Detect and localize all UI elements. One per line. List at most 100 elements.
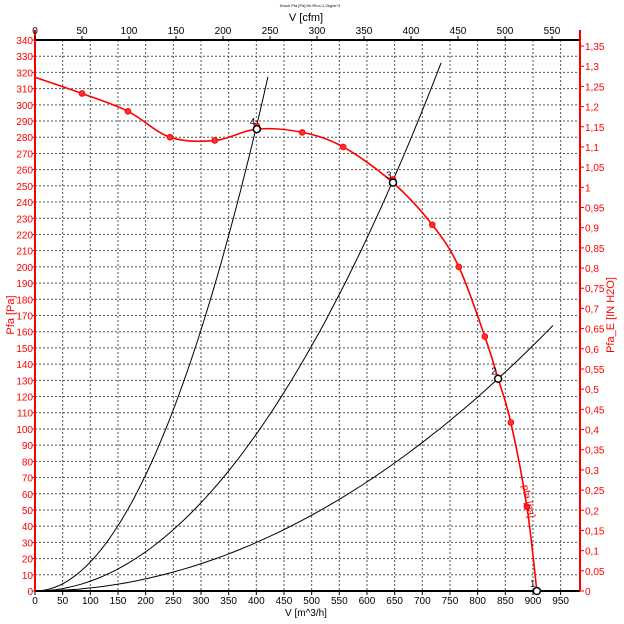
bottom-axis-label: V [m^3/h] xyxy=(285,608,327,619)
y-tick-label: 160 xyxy=(16,328,33,339)
left-axis-label: Pfa [Pa] xyxy=(5,295,17,334)
y-tick-label: 30 xyxy=(22,538,34,549)
right-tick-label: 0,35 xyxy=(585,446,605,457)
right-tick-label: 1,25 xyxy=(585,82,605,93)
right-tick-label: 0,3 xyxy=(585,466,599,477)
right-tick-label: 1 xyxy=(585,183,591,194)
system-curve xyxy=(34,325,554,592)
axes: 0 50 100 150 200 250 300 350 400 450 500 550 600 650 7… xyxy=(16,26,605,607)
x-tick-label: 600 xyxy=(359,596,376,607)
x-tick-label: 850 xyxy=(497,596,514,607)
right-tick-label: 0,4 xyxy=(585,426,599,437)
y-tick-label: 110 xyxy=(17,409,33,420)
x-tick-label: 950 xyxy=(552,596,569,607)
top-tick-label: 450 xyxy=(450,26,467,37)
operating-point-label: 4 xyxy=(250,117,256,128)
top-tick-label: 300 xyxy=(309,26,326,37)
measured-point xyxy=(339,143,347,151)
y-tick-label: 60 xyxy=(22,490,34,501)
right-tick-label: 1,05 xyxy=(585,163,605,174)
x-tick-label: 900 xyxy=(525,596,542,607)
y-tick-label: 280 xyxy=(16,133,33,144)
y-tick-label: 150 xyxy=(16,344,33,355)
y-tick-label: 130 xyxy=(16,376,33,387)
measured-point xyxy=(523,503,531,511)
measured-point xyxy=(507,419,515,426)
y-tick-label: 250 xyxy=(16,182,33,193)
right-tick-label: 0,8 xyxy=(585,264,599,275)
operating-point xyxy=(493,374,503,383)
measured-point xyxy=(428,221,436,229)
top-tick-label: 250 xyxy=(262,26,279,37)
right-tick-label: 0,15 xyxy=(585,526,605,537)
y-tick-label: 320 xyxy=(16,68,33,79)
top-tick-label: 150 xyxy=(168,26,185,37)
right-tick-label: 0,7 xyxy=(585,304,599,315)
top-tick-label: 200 xyxy=(215,26,232,37)
right-tick-label: 0,05 xyxy=(585,567,605,578)
x-tick-label: 200 xyxy=(137,596,154,607)
y-tick-label: 180 xyxy=(16,295,33,306)
fan-curve xyxy=(34,76,538,592)
top-tick-label: 100 xyxy=(121,26,138,37)
right-tick-label: 0,6 xyxy=(585,345,599,356)
right-axis-label: Pfa_E [IN H2O] xyxy=(605,277,617,353)
measured-point xyxy=(166,133,174,141)
operating-points: 1 2 3 4 xyxy=(250,117,542,596)
right-tick-label: 0 xyxy=(585,587,591,598)
x-tick-label: 500 xyxy=(303,596,320,607)
x-tick-label: 450 xyxy=(276,596,293,607)
measured-point xyxy=(211,137,219,144)
y-tick-label: 20 xyxy=(22,555,34,566)
x-tick-label: 700 xyxy=(414,596,431,607)
x-tick-label: 50 xyxy=(57,596,69,607)
y-tick-label: 50 xyxy=(22,506,34,517)
right-tick-label: 1,2 xyxy=(585,103,599,114)
y-tick-label: 210 xyxy=(16,247,33,258)
top-tick-label: 350 xyxy=(356,26,373,37)
grid xyxy=(35,40,580,591)
operating-point-label: 3 xyxy=(386,171,392,182)
y-tick-label: 230 xyxy=(16,214,33,225)
x-tick-label: 300 xyxy=(193,596,210,607)
y-tick-label: 190 xyxy=(16,279,33,290)
y-tick-label: 220 xyxy=(16,230,33,241)
y-tick-label: 290 xyxy=(16,117,33,128)
top-tick-label: 0 xyxy=(32,26,38,37)
right-tick-label: 1,3 xyxy=(585,62,599,73)
x-tick-label: 350 xyxy=(220,596,237,607)
y-tick-label: 120 xyxy=(16,393,33,404)
y-tick-label: 270 xyxy=(16,149,33,160)
y-tick-label: 10 xyxy=(22,571,34,582)
y-tick-label: 340 xyxy=(16,36,33,47)
measured-point xyxy=(298,129,306,136)
y-tick-label: 260 xyxy=(16,166,33,177)
top-tick-label: 550 xyxy=(544,26,561,37)
y-tick-label: 200 xyxy=(16,263,33,274)
right-tick-label: 0,2 xyxy=(585,506,599,517)
right-tick-label: 0,9 xyxy=(585,224,599,235)
top-tick-label: 400 xyxy=(403,26,420,37)
y-tick-label: 100 xyxy=(16,425,33,436)
right-tick-label: 0,5 xyxy=(585,385,599,396)
operating-point xyxy=(252,124,262,134)
y-tick-label: 70 xyxy=(22,474,34,485)
y-tick-label: 330 xyxy=(16,52,33,63)
x-tick-label: 800 xyxy=(469,596,486,607)
y-tick-label: 240 xyxy=(16,198,33,209)
operating-point xyxy=(388,178,398,187)
measured-point xyxy=(124,108,132,115)
x-tick-label: 550 xyxy=(331,596,348,607)
chart-title: Druck Pfa [Pa] für Rho=1,2kg/m^3 xyxy=(280,3,341,8)
x-tick-label: 400 xyxy=(248,596,265,607)
right-tick-label: 0,55 xyxy=(585,365,605,376)
y-tick-label: 40 xyxy=(22,522,34,533)
x-tick-label: 0 xyxy=(32,596,38,607)
right-tick-label: 1,15 xyxy=(585,123,605,134)
measured-point xyxy=(78,90,86,97)
right-tick-label: 0,85 xyxy=(585,244,605,255)
right-tick-label: 1,1 xyxy=(585,143,599,154)
x-tick-label: 100 xyxy=(82,596,99,607)
system-curves xyxy=(34,62,554,592)
